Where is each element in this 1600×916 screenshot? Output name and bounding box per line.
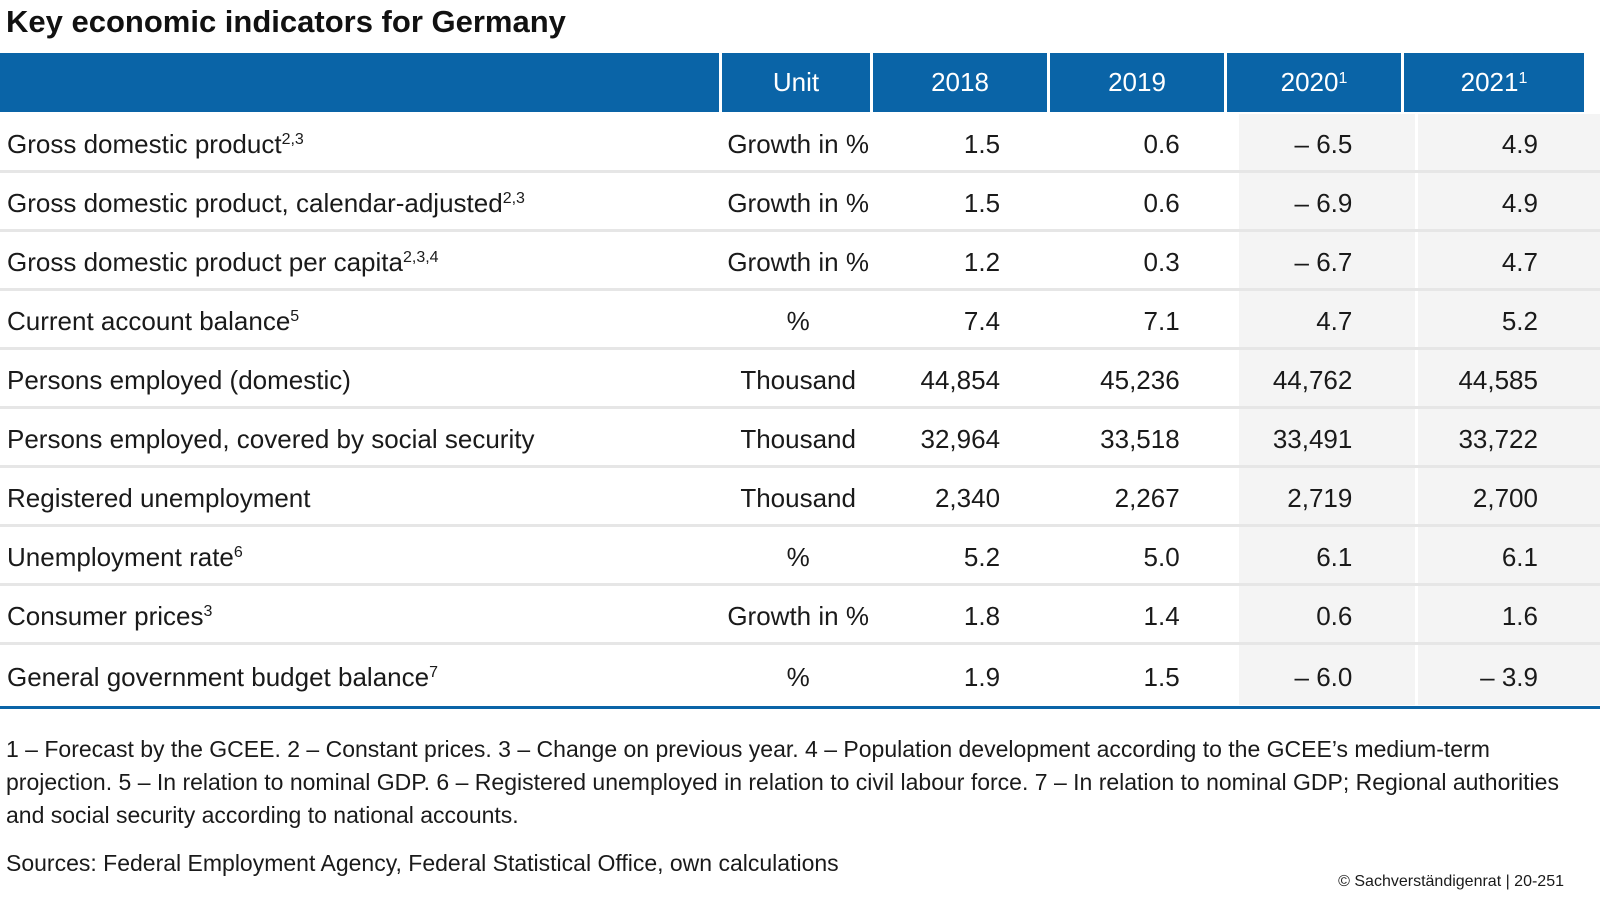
table-body: Gross domestic product 2,3 Growth in % 1.5 0… <box>0 114 1600 705</box>
value-cell-2021: 2,700 <box>1418 468 1600 524</box>
value-cell-2018: 1.2 <box>963 246 1001 277</box>
indicator-name: General government budget balance <box>7 661 430 692</box>
value-cell-2019: 2,267 <box>1114 482 1180 513</box>
indicator-name: Gross domestic product per capita <box>7 246 403 277</box>
indicator-label: Current account balance 5 <box>7 305 300 336</box>
value-cell-2018: 7.4 <box>963 305 1001 336</box>
indicator-table: Unit 2018 2019 2020 1 2021 1 Gross domesti… <box>0 53 1600 705</box>
header-year-label: 2021 <box>1460 67 1519 97</box>
header-year-2020: 2020 1 <box>1227 53 1401 112</box>
value-cell-2020: 0.6 <box>1238 586 1416 642</box>
table-row: Gross domestic product, calendar-adjuste… <box>0 173 1600 232</box>
value-cell-2019: 33,518 <box>1100 423 1180 454</box>
indicator-label: General government budget balance 7 <box>7 661 438 692</box>
value-cell-2018: 5.2 <box>963 541 1001 572</box>
header-year-2021: 2021 1 <box>1404 53 1584 112</box>
unit-cell: % <box>786 541 810 572</box>
value-cell-2019: 0.6 <box>1143 128 1180 159</box>
value-cell-2020: 33,491 <box>1238 409 1416 465</box>
table-bottom-rule <box>0 706 1600 709</box>
unit-cell: % <box>786 305 810 336</box>
header-year-2018: 2018 <box>873 53 1047 112</box>
value-cell-2021: 44,585 <box>1418 350 1600 406</box>
indicator-name: Persons employed, covered by social secu… <box>7 423 535 454</box>
value-cell-2020: – 6.7 <box>1238 232 1416 288</box>
value-cell-2018: 44,854 <box>920 364 1001 395</box>
indicator-name: Current account balance <box>7 305 291 336</box>
table-row: Persons employed (domestic) Thousand 44,85… <box>0 350 1600 409</box>
value-cell-2019: 0.6 <box>1143 187 1180 218</box>
value-cell-2020: 2,719 <box>1238 468 1416 524</box>
unit-cell: Growth in % <box>727 600 869 631</box>
value-cell-2020: 4.7 <box>1238 291 1416 347</box>
table-row: Current account balance 5% 7.4 7.1 4.7 5.2 <box>0 291 1600 350</box>
value-cell-2018: 2,340 <box>934 482 1001 513</box>
value-cell-2019: 45,236 <box>1100 364 1180 395</box>
indicator-name: Consumer prices <box>7 600 204 631</box>
table-row: Persons employed, covered by social secu… <box>0 409 1600 468</box>
value-cell-2018: 1.5 <box>963 187 1001 218</box>
value-cell-2019: 0.3 <box>1143 246 1180 277</box>
table-row: Gross domestic product per capita 2,3,4 Gr… <box>0 232 1600 291</box>
indicator-label: Registered unemployment <box>0 468 720 524</box>
indicator-label: Persons employed, covered by social secu… <box>0 409 720 465</box>
value-cell-2021: 6.1 <box>1418 527 1600 583</box>
value-cell-2018: 32,964 <box>920 423 1001 454</box>
value-cell-2019: 7.1 <box>1143 305 1180 336</box>
footnotes: 1 – Forecast by the GCEE. 2 – Constant p… <box>6 736 1559 828</box>
unit-cell: Growth in % <box>727 246 869 277</box>
indicator-label: Gross domestic product per capita 2,3,4 <box>7 246 439 277</box>
value-cell-2020: – 6.0 <box>1238 645 1416 705</box>
value-cell-2021: 1.6 <box>1418 586 1600 642</box>
value-cell-2018: 1.8 <box>963 600 1001 631</box>
value-cell-2018: 1.5 <box>963 128 1001 159</box>
sources-note: Sources: Federal Employment Agency, Fede… <box>6 850 839 876</box>
unit-cell: Growth in % <box>727 187 869 218</box>
value-cell-2021: 4.9 <box>1418 173 1600 229</box>
table-row: Consumer prices 3 Growth in % 1.8 1.4 0.6 1.6 <box>0 586 1600 645</box>
header-indicator-cell <box>0 53 719 112</box>
indicator-label: Persons employed (domestic) <box>0 350 720 406</box>
copyright-note: © Sachverständigenrat | 20-251 <box>1338 873 1564 890</box>
value-cell-2019: 1.5 <box>1143 661 1180 692</box>
unit-cell: % <box>786 661 810 692</box>
value-cell-2021: 5.2 <box>1418 291 1600 347</box>
header-year-label: 2018 <box>931 67 989 97</box>
indicator-label: Gross domestic product 2,3 <box>7 128 304 159</box>
table-row: Gross domestic product 2,3 Growth in % 1.5 0… <box>0 114 1600 173</box>
indicator-name: Unemployment rate <box>7 541 234 572</box>
value-cell-2018: 1.9 <box>963 661 1001 692</box>
indicator-name: Gross domestic product <box>7 128 282 159</box>
indicator-label: Unemployment rate 6 <box>7 541 243 572</box>
value-cell-2020: 6.1 <box>1238 527 1416 583</box>
value-cell-2021: – 3.9 <box>1418 645 1600 705</box>
unit-cell: Growth in % <box>727 128 869 159</box>
unit-cell: Thousand <box>740 423 856 454</box>
unit-cell: Thousand <box>740 364 856 395</box>
value-cell-2019: 5.0 <box>1143 541 1180 572</box>
value-cell-2020: 44,762 <box>1238 350 1416 406</box>
page-title: Key economic indicators for Germany <box>6 4 566 39</box>
value-cell-2020: – 6.9 <box>1238 173 1416 229</box>
value-cell-2021: 33,722 <box>1418 409 1600 465</box>
header-year-2019: 2019 <box>1050 53 1224 112</box>
indicator-name: Registered unemployment <box>7 482 311 513</box>
indicator-name: Persons employed (domestic) <box>7 364 351 395</box>
indicator-name: Gross domestic product, calendar-adjuste… <box>7 187 503 218</box>
table-header: Unit 2018 2019 2020 1 2021 1 <box>0 53 1600 112</box>
value-cell-2021: 4.9 <box>1418 114 1600 170</box>
table-row: Registered unemployment Thousand 2,340 2,26… <box>0 468 1600 527</box>
header-unit: Unit <box>722 53 870 112</box>
value-cell-2019: 1.4 <box>1143 600 1180 631</box>
table-row: Unemployment rate 6% 5.2 5.0 6.1 6.1 <box>0 527 1600 586</box>
unit-cell: Thousand <box>740 482 856 513</box>
header-year-label: 2020 <box>1280 67 1339 97</box>
value-cell-2021: 4.7 <box>1418 232 1600 288</box>
header-year-label: 2019 <box>1108 67 1166 97</box>
value-cell-2020: – 6.5 <box>1238 114 1416 170</box>
indicator-label: Consumer prices 3 <box>7 600 213 631</box>
indicator-label: Gross domestic product, calendar-adjuste… <box>7 187 525 218</box>
table-row: General government budget balance 7% 1.9 1.… <box>0 645 1600 705</box>
